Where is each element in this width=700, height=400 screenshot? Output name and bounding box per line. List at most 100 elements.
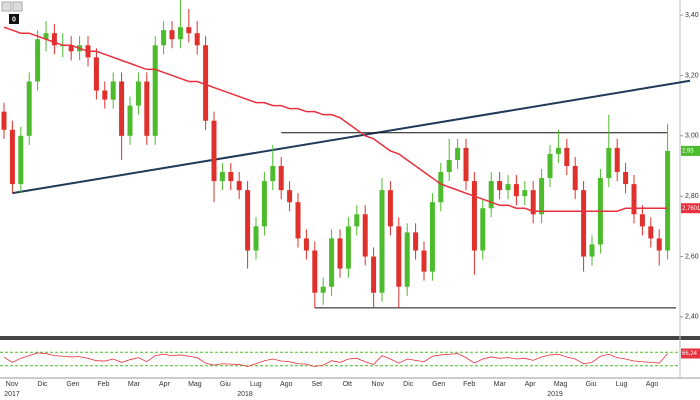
candle-body (337, 238, 343, 269)
candle-body (354, 214, 360, 227)
toolbar: 0 (1, 1, 23, 24)
candle-body (261, 181, 267, 227)
year-label: 2017 (4, 391, 20, 398)
candle-body (119, 81, 125, 136)
candle-body (68, 45, 74, 52)
x-tick-label: Ott (343, 381, 352, 388)
candle-body (345, 226, 351, 269)
y-tick-label: 2,60 (685, 253, 699, 260)
candle-body (253, 226, 259, 251)
candle-body (404, 232, 410, 287)
candle-body (26, 81, 32, 136)
candle-body (161, 30, 167, 46)
candle-body (287, 190, 293, 203)
candle-body (177, 27, 183, 40)
candle-body (35, 39, 41, 82)
candle-body (606, 147, 612, 179)
x-tick-label: Ago (280, 381, 293, 388)
badge-label: 0 (12, 16, 16, 23)
candle-body (572, 165, 578, 191)
x-tick-label: Gen (432, 381, 445, 388)
candle-body (581, 190, 587, 257)
candle-body (169, 30, 175, 40)
tool-button[interactable] (12, 1, 23, 12)
candle-body (471, 181, 477, 251)
candle-body (270, 165, 276, 182)
candle-body (656, 238, 662, 251)
y-tick-label: 3,40 (685, 12, 699, 19)
x-tick-label: Gen (66, 381, 79, 388)
candle-body (110, 81, 116, 100)
candle-body (295, 202, 301, 239)
x-tick-label: Nov (372, 381, 385, 388)
candle-body (144, 81, 150, 136)
candle-body (236, 181, 242, 191)
x-tick-label: Dic (37, 381, 48, 388)
x-tick-label: Apr (525, 381, 537, 388)
candle-body (623, 172, 629, 185)
rsi-line (3, 352, 668, 367)
candle-body (245, 190, 251, 251)
x-tick-label: Ago (646, 381, 659, 388)
price-tag (681, 145, 700, 156)
candle-body (1, 111, 7, 130)
candle-body (93, 57, 99, 91)
candle-body (371, 256, 377, 293)
candle-body (387, 190, 393, 227)
candle-body (429, 202, 435, 272)
price-tag-label: 2,95 (682, 148, 694, 154)
x-tick-label: Feb (463, 381, 475, 388)
y-tick-label: 3,20 (685, 72, 699, 79)
x-tick-label: Mar (494, 381, 507, 388)
candle-body (547, 153, 553, 179)
candle-body (421, 250, 427, 272)
y-tick-label: 2,40 (685, 314, 699, 321)
x-tick-label: Lug (616, 381, 628, 388)
trendline (12, 79, 691, 195)
rsi-tag (681, 348, 700, 359)
candle-body (102, 90, 108, 100)
candle-body (18, 135, 24, 185)
candle-body (203, 45, 209, 121)
candle-body (505, 184, 511, 191)
candle-body (438, 172, 444, 203)
y-tick-label: 3,00 (685, 133, 699, 140)
candle-body (539, 178, 545, 215)
badge[interactable] (9, 14, 19, 24)
candle-body (555, 147, 561, 154)
x-tick-label: Dic (403, 381, 414, 388)
price-tag (681, 203, 700, 214)
tool-button[interactable] (1, 1, 12, 12)
moving-average (3, 26, 668, 213)
candle-body (152, 45, 158, 136)
candle-body (396, 226, 402, 287)
candle-body (303, 238, 309, 251)
candle-body (589, 244, 595, 257)
candle-body (463, 147, 469, 182)
candle-body (413, 232, 419, 251)
candle-body (488, 181, 494, 209)
candle-body (564, 147, 570, 166)
candle-body (497, 181, 503, 191)
candle-body (665, 150, 671, 251)
x-tick-label: Nov (6, 381, 19, 388)
x-tick-label: Set (312, 381, 323, 388)
x-tick-label: Giu (220, 381, 231, 388)
candle-body (278, 165, 284, 191)
candle-body (648, 226, 654, 239)
x-tick-label: Lug (250, 381, 262, 388)
year-label: 2019 (547, 391, 563, 398)
candle-body (513, 184, 519, 197)
candle-body (194, 33, 200, 46)
y-tick-label: 2,80 (685, 193, 699, 200)
panel-divider (0, 336, 700, 340)
x-tick-label: Giu (586, 381, 597, 388)
candle-body (219, 172, 225, 182)
candle-body (186, 27, 192, 34)
candle-body (228, 172, 234, 182)
candle-body (379, 190, 385, 293)
x-tick-label: Apr (159, 381, 171, 388)
candle-body (51, 33, 57, 46)
candle-body (446, 159, 452, 173)
x-tick-label: Mar (128, 381, 141, 388)
